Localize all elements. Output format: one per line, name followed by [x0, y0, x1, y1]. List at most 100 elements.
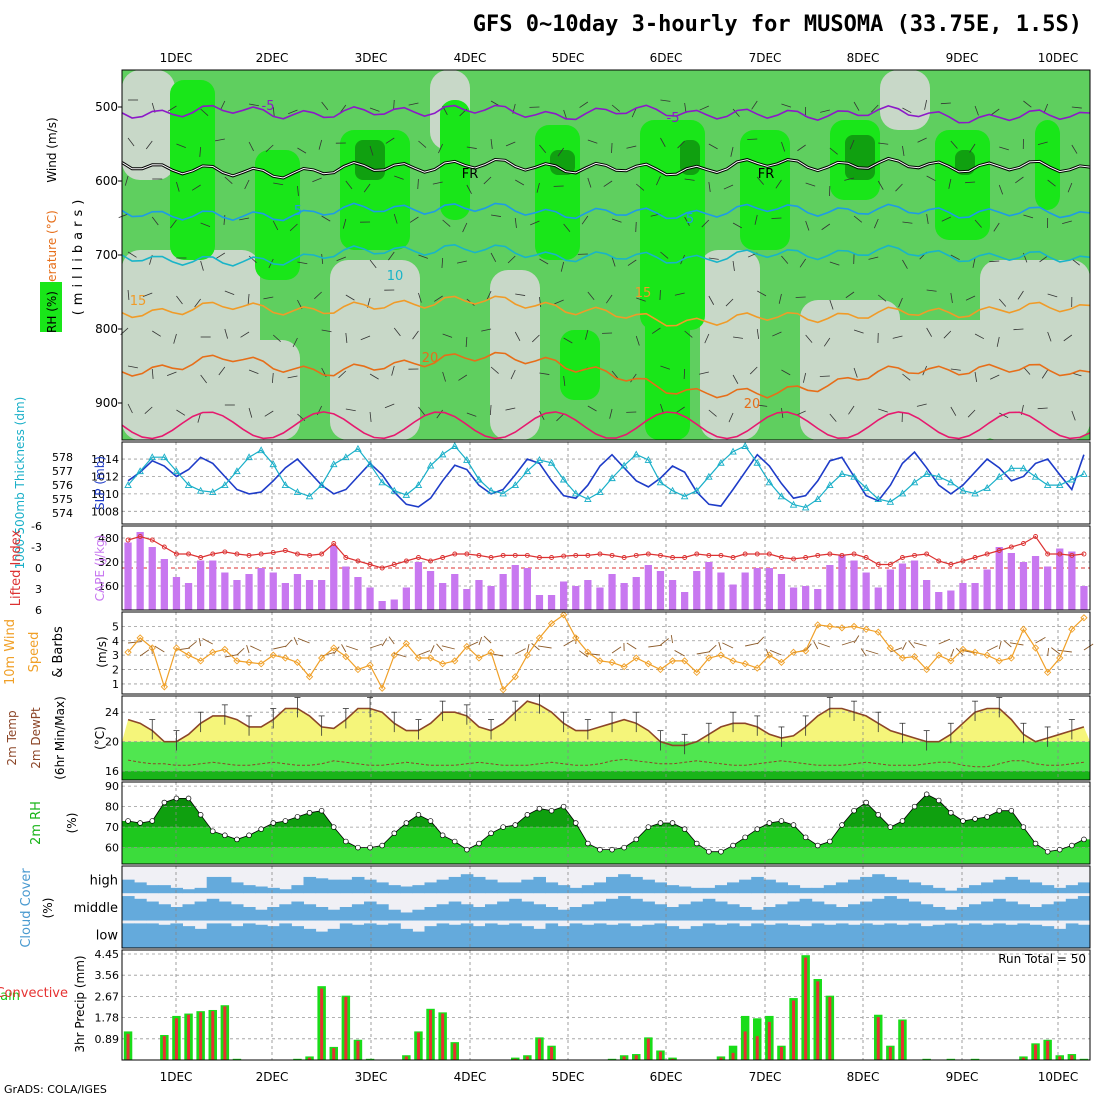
isotherm-15: [121, 295, 1091, 327]
rh-moist-region: [535, 125, 580, 260]
wind-barb: [369, 145, 374, 156]
lifted-index-point: [440, 555, 446, 560]
lifted-index-point: [198, 555, 204, 560]
wind-speed-point: [765, 651, 773, 659]
cloud-cell: [206, 898, 220, 921]
wind-speed-point: [959, 645, 967, 654]
cloud-cell: [593, 882, 607, 894]
date-label-bottom: 3DEC: [355, 1070, 388, 1084]
wind-barb: [820, 109, 830, 113]
lifted-index-point: [936, 558, 942, 564]
wind-barb: [514, 217, 517, 228]
rh-saturated-region: [845, 135, 875, 180]
wind-barb: [442, 333, 453, 338]
cape-frame: [121, 525, 1091, 611]
wind-barb: [772, 331, 782, 337]
rh-point: [706, 848, 712, 855]
wind-barb: [265, 144, 274, 153]
wind-barb: [829, 261, 840, 266]
wind-speed-point: [342, 652, 350, 661]
cape-bar: [475, 580, 483, 610]
thickness-point: [233, 467, 241, 475]
thickness-point: [983, 483, 991, 491]
cloud-cell: [739, 907, 752, 921]
cape-bar: [608, 574, 616, 610]
precip-convective-bar: [792, 1000, 796, 1060]
cloud-cell: [351, 876, 365, 894]
wind-barb: [898, 297, 903, 308]
lifted-index-point: [863, 555, 869, 560]
cape-tick-label: 480: [98, 532, 119, 545]
wind-barb: [560, 261, 565, 272]
precip-convective-bar: [332, 1048, 336, 1060]
thickness-point: [717, 458, 725, 466]
lifted-index-point: [718, 552, 724, 558]
precip-convective-bar: [404, 1056, 408, 1060]
cloud-cell: [848, 904, 861, 921]
cloud-cell: [581, 924, 595, 948]
precip-convective-bar: [671, 1058, 675, 1060]
lifted-index-point: [307, 552, 312, 558]
wind-barb: [1062, 220, 1072, 224]
wind-speed-point: [717, 651, 725, 659]
cape-bar: [765, 568, 773, 610]
wind-speed-point: [330, 644, 338, 652]
cloud-cell: [606, 876, 619, 894]
thickness-point: [608, 474, 616, 482]
cloud-cell: [581, 904, 595, 921]
wind-barb-10m: [441, 645, 455, 650]
wind-barb: [626, 145, 637, 149]
cape-bar: [644, 565, 652, 610]
wind-barb: [676, 406, 685, 413]
wind-barb: [224, 328, 228, 339]
rh-dry-region: [330, 260, 420, 440]
cape-bar: [221, 572, 229, 610]
cape-bar: [499, 574, 507, 610]
rh-moist-region: [255, 150, 300, 280]
wind-barb: [943, 330, 952, 339]
rh-point: [222, 832, 228, 839]
li-tick-label: 0: [35, 562, 42, 575]
wind-barb: [369, 373, 379, 380]
cape-bar: [935, 592, 943, 610]
lifted-index-point: [428, 558, 433, 564]
date-label-top: 1DEC: [160, 51, 193, 65]
cloud-cell: [848, 879, 861, 894]
lifted-index-axis-label: Lifted Index: [9, 529, 24, 606]
wind-barb: [194, 298, 201, 308]
cloud-cell: [811, 901, 825, 921]
temp-2m-panel: 16 20 24 2m Temp 2m DewPt (6hr Min/Max) (°C): [5, 693, 1091, 781]
wind-barb: [704, 333, 710, 344]
cloud-cell: [388, 885, 401, 894]
cloud-cell: [896, 898, 909, 921]
wind-barb: [345, 294, 355, 301]
precip-convective-bar: [658, 1051, 662, 1060]
wind-barb: [878, 408, 888, 413]
thickness-point: [813, 495, 822, 503]
cloud-cell: [835, 882, 849, 894]
precip-convective-bar: [646, 1038, 650, 1060]
wind-speed-point: [523, 651, 531, 659]
cloud-cell: [521, 926, 534, 948]
lifted-index-point: [549, 555, 554, 560]
thickness-point: [523, 467, 532, 475]
precip-convective-bar: [1034, 1044, 1038, 1060]
wind-barb: [974, 219, 982, 228]
wind-barb-10m: [670, 634, 673, 644]
rh-point: [814, 842, 821, 849]
cloud-cell: [279, 904, 292, 921]
rh-dry-region: [700, 250, 760, 440]
legend-wind: Wind (m/s): [45, 117, 59, 182]
wind-barb-10m: [860, 648, 867, 657]
thickness-point: [390, 486, 399, 494]
wind-speed-point: [221, 645, 229, 654]
cape-bar: [402, 587, 410, 610]
cloud-cell: [255, 909, 268, 921]
wind-barb: [660, 365, 671, 370]
wind-barb-10m: [817, 642, 831, 648]
wind-barb: [749, 366, 758, 375]
wind-barb: [408, 102, 419, 106]
rh-point: [718, 848, 724, 855]
wind-speed-point: [620, 663, 628, 671]
wind-speed-point: [668, 657, 677, 665]
